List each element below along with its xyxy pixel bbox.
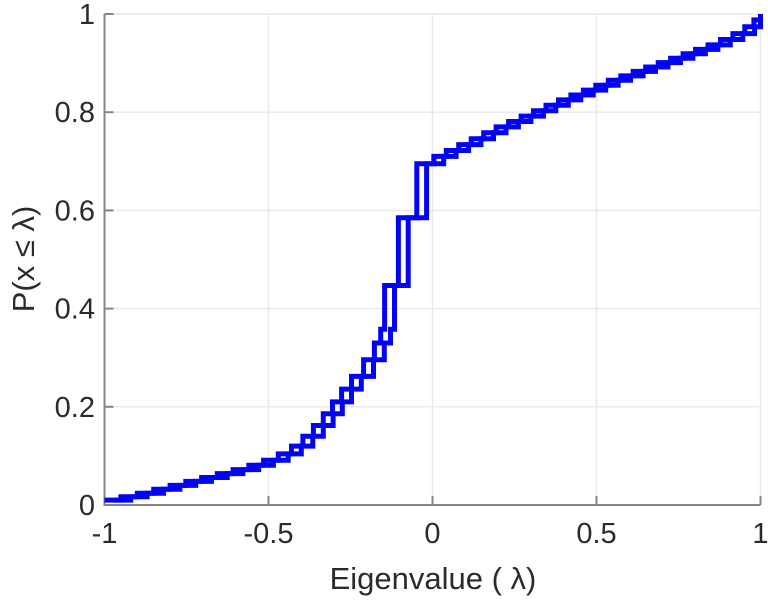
y-axis-label: P(x ≤ λ): [6, 206, 41, 313]
y-tick-label: 0.6: [55, 195, 95, 227]
tick-labels: -1 -0.5 0 0.5 1 0 0.2 0.4 0.6 0.8 1: [55, 0, 768, 550]
y-tick-label: 1: [79, 0, 95, 31]
cdf-step-curves: [104, 14, 763, 503]
grid-lines: [103, 13, 762, 506]
y-tick-label: 0.2: [55, 392, 95, 424]
x-tick-label: 0.5: [576, 518, 616, 550]
x-tick-label: -0.5: [244, 518, 294, 550]
x-axis-label: Eigenvalue ( λ): [330, 561, 537, 596]
y-tick-label: 0: [79, 490, 95, 522]
y-tick-label: 0.8: [55, 97, 95, 129]
x-tick-label: -1: [92, 518, 118, 550]
eigenvalue-cdf-overlay-curve: [114, 14, 763, 503]
x-tick-label: 0: [424, 518, 440, 550]
x-tick-label: 1: [752, 518, 768, 550]
y-tick-label: 0.4: [55, 294, 95, 326]
